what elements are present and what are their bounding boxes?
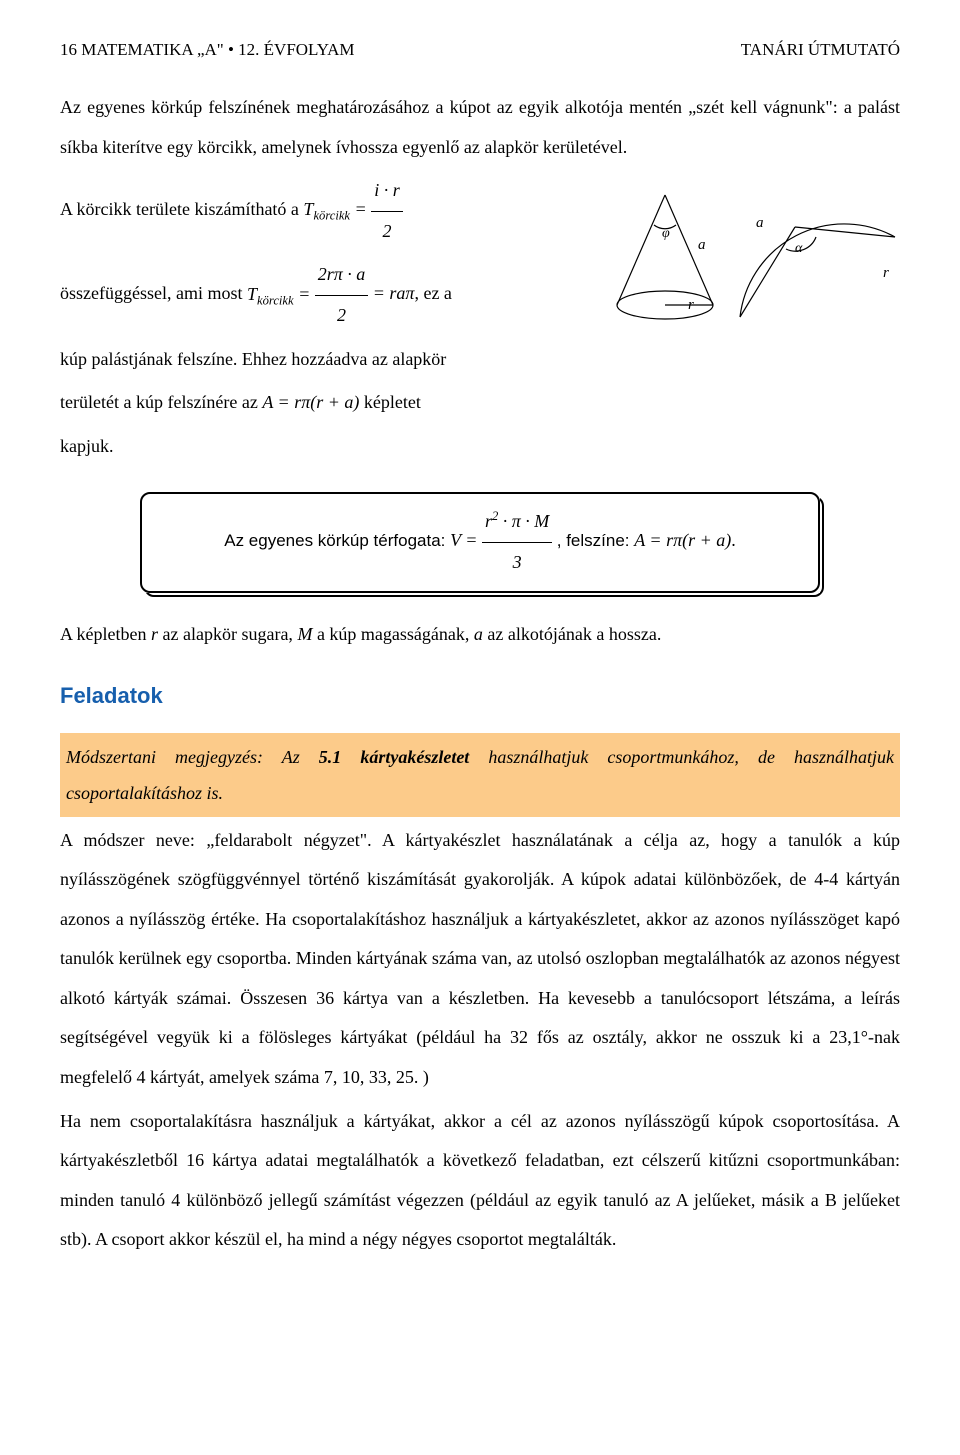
- formula-A-rpi: A = rπ(r + a): [262, 392, 359, 412]
- formula-eq-rapi: = raπ: [373, 284, 415, 304]
- box-period: .: [731, 531, 736, 551]
- long-text-2: Ha nem csoportalakításra használjuk a ká…: [60, 1102, 900, 1260]
- box-label-pre: Az egyenes körkúp térfogata:: [224, 532, 450, 551]
- after-box: A képletben r az alapkör sugara, M a kúp…: [60, 615, 900, 655]
- note-box: Módszertani megjegyzés: Az 5.1 kártyakés…: [60, 733, 900, 817]
- label-a-right: a: [756, 215, 764, 231]
- note-pre: Módszertani megjegyzés: Az: [66, 747, 319, 767]
- box-formula-A: A = rπ(r + a): [634, 531, 731, 551]
- formula-Tkorcikk-2: Tkörcikk =: [247, 284, 315, 304]
- line-d-pre: területét a kúp felszínére az: [60, 392, 262, 412]
- label-r-right: r: [883, 265, 889, 281]
- label-r-left: r: [688, 297, 694, 313]
- box-label-mid: , felszíne:: [557, 532, 634, 551]
- frac-2rpia2: 2rπ · a2: [315, 255, 369, 335]
- line-b-pre: összefüggéssel, ami most: [60, 284, 247, 304]
- box-frac-V: r2 · π · M3: [482, 502, 552, 582]
- label-phi: φ: [662, 226, 670, 241]
- para-1: Az egyenes körkúp felszínének meghatároz…: [60, 88, 900, 167]
- cone-diagram: r φ a a α r: [590, 177, 900, 342]
- line-d: területét a kúp felszínére az A = rπ(r +…: [60, 383, 900, 423]
- line-e: kapjuk.: [60, 427, 900, 467]
- line-a-text: A körcikk területe kiszámítható a: [60, 199, 303, 219]
- header-right: TANÁRI ÚTMUTATÓ: [741, 40, 900, 60]
- note-bold: 5.1 kártyakészletet: [319, 747, 470, 767]
- header-left: 16 MATEMATIKA „A" • 12. ÉVFOLYAM: [60, 40, 355, 60]
- feladatok-title: Feladatok: [60, 672, 900, 720]
- line-b-post: , ez a: [414, 284, 451, 304]
- box-formula-V: V =: [450, 531, 482, 551]
- formula-box: Az egyenes körkúp térfogata: V = r2 · π …: [140, 492, 820, 592]
- frac-ir2: i · r2: [371, 171, 403, 251]
- label-a-left: a: [698, 237, 706, 253]
- page-header: 16 MATEMATIKA „A" • 12. ÉVFOLYAM TANÁRI …: [60, 40, 900, 60]
- formula-Tkorcikk-1: Tkörcikk =: [303, 199, 371, 219]
- label-alpha: α: [795, 241, 803, 256]
- long-text-1: A módszer neve: „feldarabolt négyzet". A…: [60, 821, 900, 1098]
- line-d-post: képletet: [364, 392, 421, 412]
- line-c: kúp palástjának felszíne. Ehhez hozzáadv…: [60, 340, 900, 380]
